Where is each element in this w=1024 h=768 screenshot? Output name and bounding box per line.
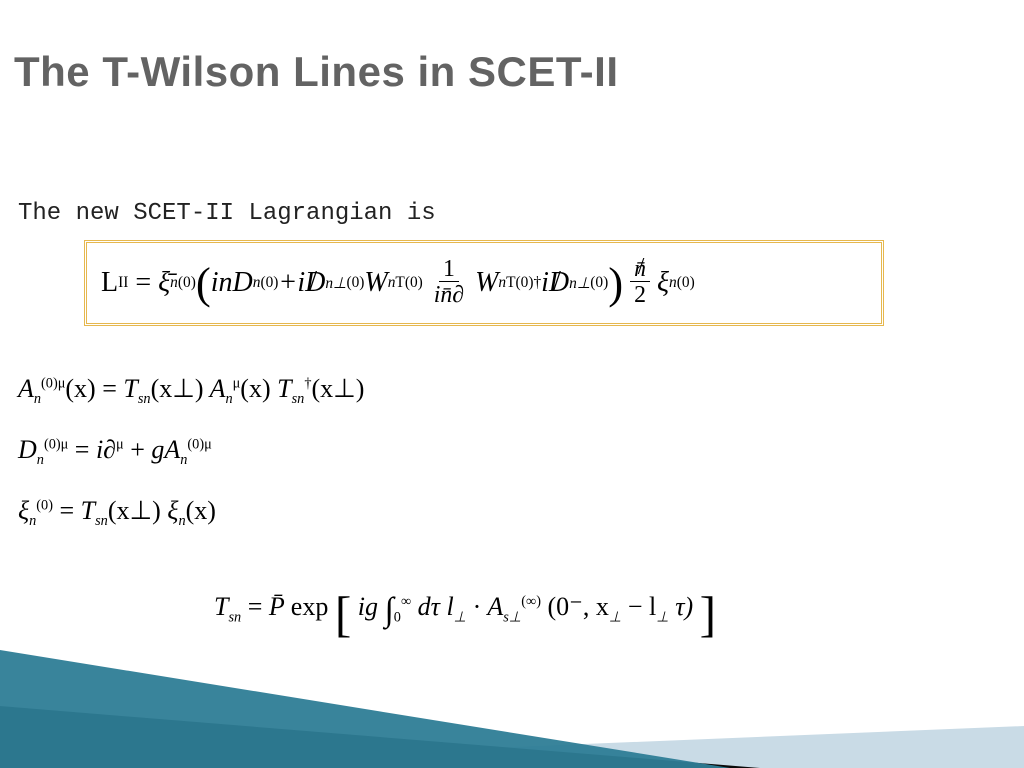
lag-L: L — [101, 267, 118, 299]
eq-xi: ξn(0) = Tsn(x⊥) ξn(x) — [18, 482, 364, 539]
lagrangian-box: LII = ξ̄n(0) ( inDn(0) + iDn⊥(0) WnT(0) … — [84, 240, 884, 326]
intro-text: The new SCET-II Lagrangian is — [18, 200, 436, 227]
eq-Tsn: Tsn = P̄ exp [ ig ∫0∞ dτ l⊥ · As⊥(∞) (0⁻… — [214, 586, 716, 643]
slide-title: The T-Wilson Lines in SCET-II — [14, 48, 619, 96]
integral-icon: ∫ — [385, 591, 394, 628]
eq-D: Dn(0)μ = i∂μ + gAn(0)μ — [18, 421, 364, 478]
fraction-nbar2: n̄ 2 — [630, 258, 650, 309]
fraction-1overinbar: 1 in̄∂ — [430, 258, 468, 309]
eq-A: An(0)μ(x) = Tsn(x⊥) Anμ(x) Tsn†(x⊥) — [18, 360, 364, 417]
definition-equations: An(0)μ(x) = Tsn(x⊥) Anμ(x) Tsn†(x⊥) Dn(0… — [18, 360, 364, 544]
footer-triangle-teal — [0, 650, 730, 768]
